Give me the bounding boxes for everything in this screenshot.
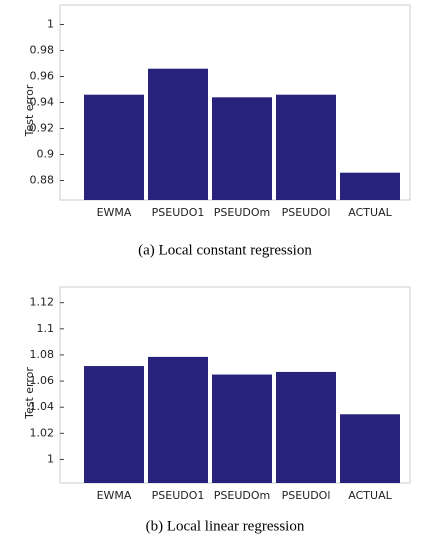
y-tick-label: 0.9 — [37, 148, 55, 161]
y-tick-label: 1.06 — [30, 374, 55, 387]
bar — [276, 94, 336, 200]
bar — [148, 68, 208, 200]
y-tick-label: 1 — [47, 18, 54, 31]
bar — [212, 374, 272, 483]
bar — [148, 356, 208, 483]
x-tick-label: ACTUAL — [348, 206, 392, 219]
bar — [340, 414, 400, 483]
bar — [84, 94, 144, 200]
x-tick-label: EWMA — [97, 489, 132, 502]
bar — [212, 97, 272, 200]
x-tick-label: EWMA — [97, 206, 132, 219]
y-tick-label: 1.04 — [30, 400, 55, 413]
x-tick-label: PSEUDOm — [214, 206, 270, 219]
y-tick-label: 0.96 — [30, 70, 55, 83]
x-tick-label: PSEUDO1 — [152, 489, 205, 502]
y-tick-label: 0.88 — [30, 174, 55, 187]
y-tick-label: 0.98 — [30, 44, 55, 57]
caption: (a) Local constant regression — [138, 242, 312, 258]
y-tick-label: 0.94 — [30, 96, 55, 109]
y-tick-label: 1.02 — [30, 426, 55, 439]
x-tick-label: PSEUDOl — [282, 206, 331, 219]
x-tick-label: PSEUDOm — [214, 489, 270, 502]
y-axis-label: Test error — [23, 367, 36, 420]
caption: (b) Local linear regression — [146, 518, 305, 534]
x-tick-label: ACTUAL — [348, 489, 392, 502]
y-tick-label: 0.92 — [30, 122, 55, 135]
bar — [340, 172, 400, 200]
y-tick-label: 1 — [47, 452, 54, 465]
y-tick-label: 1.08 — [30, 348, 55, 361]
y-tick-label: 1.1 — [37, 322, 55, 335]
bar — [276, 371, 336, 483]
bar — [84, 366, 144, 483]
y-tick-label: 1.12 — [30, 296, 55, 309]
y-axis-label: Test error — [23, 84, 36, 137]
x-tick-label: PSEUDO1 — [152, 206, 205, 219]
x-tick-label: PSEUDOl — [282, 489, 331, 502]
